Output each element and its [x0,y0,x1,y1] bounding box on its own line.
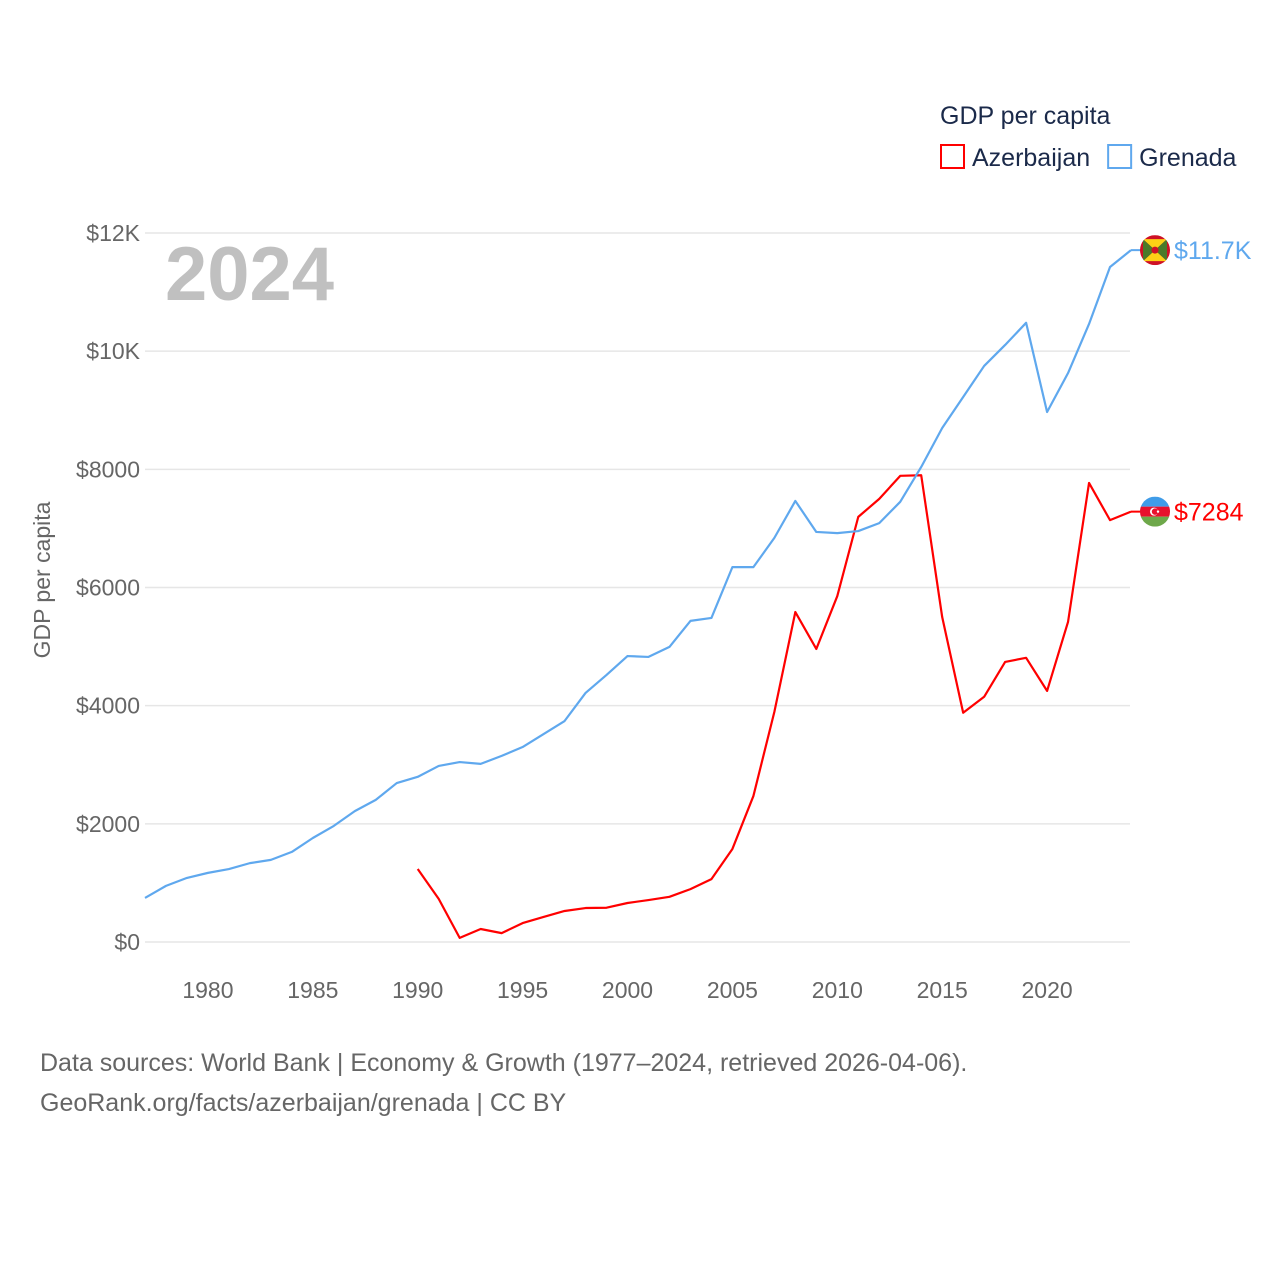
end-labels: $7284 $11.7K [1131,235,1252,527]
data-source-note: Data sources: World Bank | Economy & Gro… [40,1043,967,1123]
legend-label: Grenada [1139,144,1236,172]
x-tick-label: 2000 [602,977,653,1003]
x-tick-label: 1980 [182,977,233,1003]
year-watermark: 2024 [165,232,334,317]
y-tick-label: $2000 [76,811,140,837]
y-axis-ticks: $0 $2000 $4000 $6000 $8000 $10K $12K [76,220,141,955]
legend-title: GDP per capita [940,102,1111,130]
footer-sources: Data sources: World Bank | Economy & Gro… [40,1049,968,1077]
y-tick-label: $0 [114,929,140,955]
grenada-flag-icon [1140,235,1170,266]
end-value-label: $7284 [1174,499,1244,527]
x-tick-label: 1985 [287,977,338,1003]
legend-swatch [940,144,965,169]
x-axis-ticks: 1980 1985 1990 1995 2000 2005 2010 2015 2020 [182,977,1072,1003]
series-lines [144,249,1132,939]
legend-swatch [1107,144,1133,169]
y-tick-label: $8000 [76,456,140,482]
legend-item-grenada[interactable]: Grenada [1107,144,1237,172]
x-tick-label: 2005 [707,977,758,1003]
footer-link[interactable]: GeoRank.org/facts/azerbaijan/grenada | C… [40,1089,567,1117]
legend-item-azerbaijan[interactable]: Azerbaijan [940,144,1090,172]
y-tick-label: $12K [86,220,140,246]
series-line-grenada [144,249,1132,899]
x-tick-label: 1990 [392,977,443,1003]
azerbaijan-flag-icon [1140,496,1170,527]
gridlines [145,232,1130,943]
x-tick-label: 2010 [812,977,863,1003]
end-value-label: $11.7K [1174,237,1252,265]
y-tick-label: $6000 [76,575,140,601]
x-tick-label: 2015 [917,977,968,1003]
y-tick-label: $4000 [76,693,140,719]
legend-label: Azerbaijan [972,144,1090,172]
x-tick-label: 1995 [497,977,548,1003]
legend: Azerbaijan Grenada [940,144,1237,172]
x-tick-label: 2020 [1021,977,1072,1003]
series-line-azerbaijan [416,474,1132,939]
y-tick-label: $10K [86,338,140,364]
y-axis-label: GDP per capita [29,501,55,658]
